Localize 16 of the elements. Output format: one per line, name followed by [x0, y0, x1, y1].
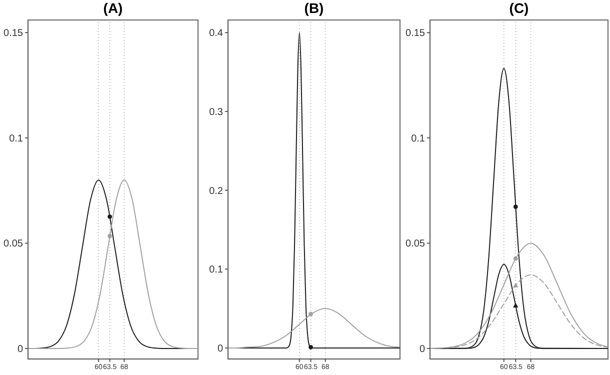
y-tick-label: 0	[17, 344, 24, 356]
y-tick-label: 0.1	[411, 133, 426, 144]
y-tick-label: 0.1	[209, 264, 224, 276]
y-tick-label: 0.15	[406, 28, 426, 40]
y-tick-label: 0.05	[406, 238, 426, 250]
y-tick-label: 0.1	[9, 133, 24, 144]
y-tick-label: 0.05	[4, 238, 24, 250]
y-tick-label: 0	[419, 344, 426, 356]
chart-title: (B)	[303, 0, 325, 16]
y-tick-label: 0.15	[4, 28, 24, 40]
y-tick-label: 0.3	[209, 107, 224, 118]
chart-title: (A)	[102, 0, 124, 16]
y-tick-label: 0.4	[209, 28, 224, 40]
y-tick-label: 0.2	[209, 186, 224, 197]
chart-title: (C)	[508, 0, 530, 16]
y-tick-label: 0	[217, 344, 224, 355]
